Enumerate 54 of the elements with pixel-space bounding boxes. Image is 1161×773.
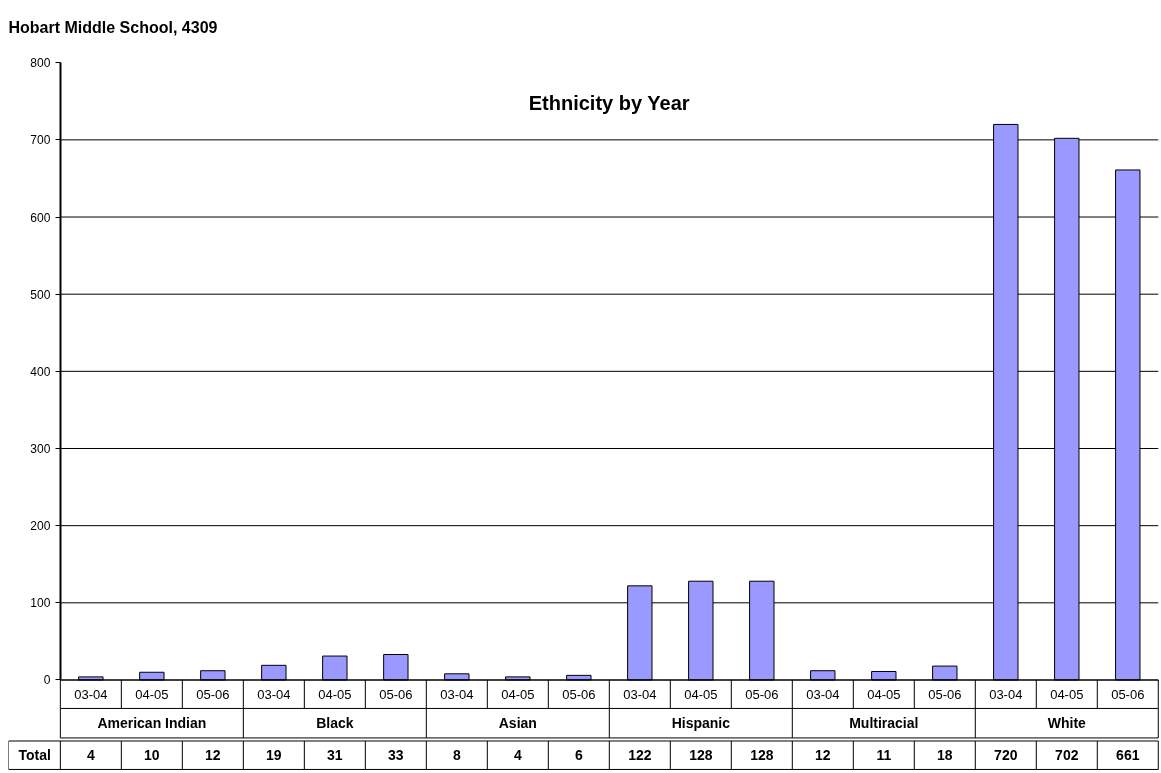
- data-label: 128: [689, 747, 713, 764]
- x-tick-label: 05-06: [379, 686, 413, 702]
- x-tick-label: 05-06: [562, 686, 596, 702]
- data-label: 661: [1116, 747, 1140, 764]
- data-label: 12: [205, 747, 221, 764]
- text: Asian: [498, 715, 537, 732]
- y-tick-label: 600: [30, 210, 51, 225]
- data-label: 4: [513, 747, 522, 764]
- x-tick-label: 04-05: [684, 686, 718, 702]
- x-tick-label: 05-06: [745, 686, 779, 702]
- y-tick-label: 800: [30, 56, 51, 71]
- text: Total: [18, 747, 51, 764]
- text: Ethnicity by Year: [528, 92, 690, 115]
- y-tick-label: 300: [30, 442, 51, 456]
- data-label: 12: [815, 747, 831, 764]
- x-tick-label: 03-04: [989, 686, 1023, 702]
- x-tick-label: 05-06: [1111, 686, 1145, 702]
- x-tick-label: 03-04: [806, 686, 840, 702]
- x-tick-label: 04-05: [135, 686, 169, 702]
- x-tick-label: 05-06: [196, 686, 230, 702]
- x-tick-label: 03-04: [257, 686, 291, 702]
- data-label: 720: [994, 747, 1018, 764]
- x-tick-label: 05-06: [928, 686, 962, 702]
- chart-title: Hobart Middle School, 4309: [8, 18, 218, 36]
- data-label: 6: [574, 747, 583, 764]
- text: Multiracial: [849, 715, 919, 732]
- x-tick-label: 04-05: [318, 686, 352, 702]
- x-tick-label: 04-05: [1050, 686, 1084, 702]
- data-label: 128: [750, 747, 774, 764]
- y-tick-label: 500: [30, 287, 51, 302]
- data-label: 19: [266, 747, 282, 764]
- data-label: 702: [1055, 747, 1079, 764]
- data-label: 4: [86, 747, 95, 764]
- y-tick-label: 100: [30, 596, 51, 611]
- y-tick-label: 400: [30, 364, 51, 379]
- data-label: 18: [937, 747, 953, 764]
- data-label: 11: [876, 747, 892, 764]
- data-label: 122: [628, 747, 652, 764]
- x-tick-label: 04-05: [501, 686, 535, 702]
- data-label: 8: [452, 747, 461, 764]
- y-tick-label: 700: [30, 133, 51, 148]
- data-label: 33: [388, 747, 404, 764]
- x-tick-label: 04-05: [867, 686, 901, 702]
- text: Black: [316, 715, 354, 732]
- x-tick-label: 03-04: [623, 686, 657, 702]
- text: White: [1047, 715, 1087, 732]
- x-tick-label: 03-04: [440, 686, 474, 702]
- y-tick-label: 200: [30, 519, 51, 534]
- y-tick-label: 0: [43, 673, 51, 688]
- x-tick-label: 03-04: [74, 686, 108, 702]
- text: Hispanic: [671, 715, 731, 732]
- text: American Indian: [97, 715, 207, 732]
- data-label: 31: [327, 747, 343, 764]
- data-label: 10: [144, 747, 160, 764]
